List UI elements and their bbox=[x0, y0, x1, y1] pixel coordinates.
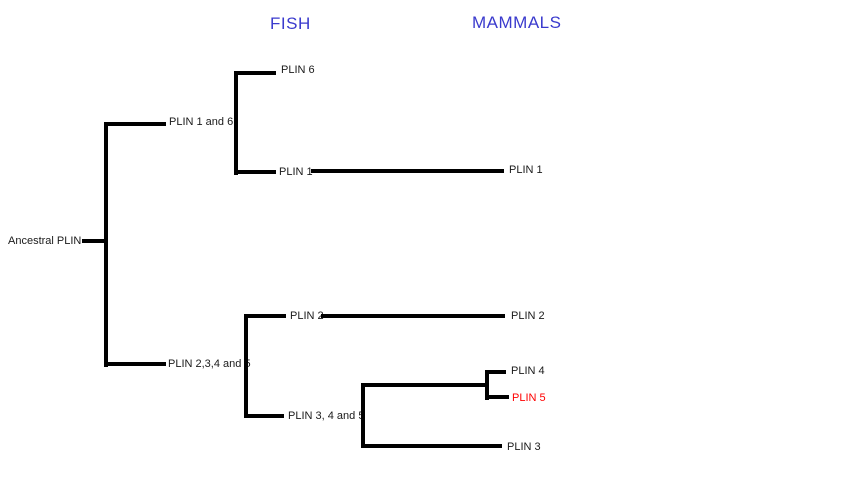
fish-plin6-label: PLIN 6 bbox=[281, 64, 315, 76]
root-connector-line bbox=[82, 239, 106, 243]
plin16-clade-label: PLIN 1 and 6 bbox=[169, 116, 234, 128]
mammal-plin5-branch-line bbox=[485, 395, 509, 399]
plin2345-clade-label: PLIN 2,3,4 and 5 bbox=[168, 358, 251, 370]
mammal-plin4-label: PLIN 4 bbox=[511, 365, 545, 377]
plin2345-branch-line bbox=[104, 362, 166, 366]
plin16-branch-line bbox=[104, 122, 166, 126]
plin2-fish-to-mammal-line bbox=[321, 314, 505, 318]
fish-plin6-branch-line bbox=[234, 71, 276, 75]
fish-column-header: FISH bbox=[270, 14, 311, 33]
mammal-plin3-branch-line bbox=[361, 444, 502, 448]
fish-plin2-branch-line bbox=[244, 314, 286, 318]
mammal-plin1-label: PLIN 1 bbox=[509, 164, 543, 176]
plin345-branch-line bbox=[244, 414, 284, 418]
fish-plin1-label: PLIN 1 bbox=[279, 166, 313, 178]
plin45-connector-line bbox=[361, 383, 488, 387]
plin2345-bracket-vertical-line bbox=[244, 314, 248, 418]
mammals-column-header: MAMMALS bbox=[472, 13, 562, 32]
mammal-plin2-label: PLIN 2 bbox=[511, 310, 545, 322]
mammal-plin4-branch-line bbox=[485, 370, 506, 374]
plin16-bracket-vertical-line bbox=[234, 71, 238, 175]
root-vertical-line bbox=[104, 122, 108, 367]
mammal-plin5-label: PLIN 5 bbox=[512, 392, 546, 404]
plin345-clade-label: PLIN 3, 4 and 5 bbox=[288, 410, 365, 422]
fish-plin1-branch-line bbox=[234, 170, 276, 174]
fish-plin2-label: PLIN 2 bbox=[290, 310, 324, 322]
plin1-fish-to-mammal-line bbox=[311, 169, 504, 173]
root-label: Ancestral PLIN bbox=[8, 235, 82, 247]
plin345-bracket-vertical-line bbox=[361, 383, 365, 448]
plin45-bracket-vertical-line bbox=[485, 370, 489, 400]
mammal-plin3-label: PLIN 3 bbox=[507, 441, 541, 453]
